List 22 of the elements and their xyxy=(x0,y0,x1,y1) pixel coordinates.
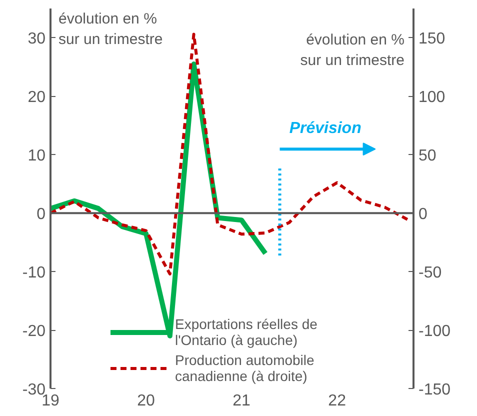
y-tick-label: -10 xyxy=(22,264,46,282)
y-tick-label: 10 xyxy=(28,148,46,165)
y-axis-title: évolution en % sur un trimestre xyxy=(58,10,163,48)
y-tick-label: 30 xyxy=(28,30,46,48)
ref-line-label: Prévision xyxy=(289,120,362,138)
y-tick-label: 0 xyxy=(36,206,46,224)
x-tick-label: 20 xyxy=(137,392,156,410)
y2-tick-label: 150 xyxy=(418,30,446,48)
line-series xyxy=(50,32,410,276)
x-tick-label: 21 xyxy=(232,392,251,410)
y2-tick-label: -50 xyxy=(418,264,442,282)
y2-tick-label: 50 xyxy=(418,148,436,165)
y-tick-label: 20 xyxy=(28,89,46,106)
y2-axis-title: évolution en % sur un trimestre xyxy=(300,32,405,69)
y2-tick-label: 0 xyxy=(418,206,428,224)
y2-tick-label: -150 xyxy=(418,382,451,398)
y2-tick-label: -100 xyxy=(418,323,451,340)
legend-label: Exportations réelles de l'Ontario (à gauche) xyxy=(175,315,318,350)
x-tick-label: 22 xyxy=(328,392,346,410)
y-tick-label: -20 xyxy=(22,323,46,340)
legend-label: Production automobile canadienne (à droite) xyxy=(175,351,314,386)
y2-tick-label: 100 xyxy=(418,89,446,106)
